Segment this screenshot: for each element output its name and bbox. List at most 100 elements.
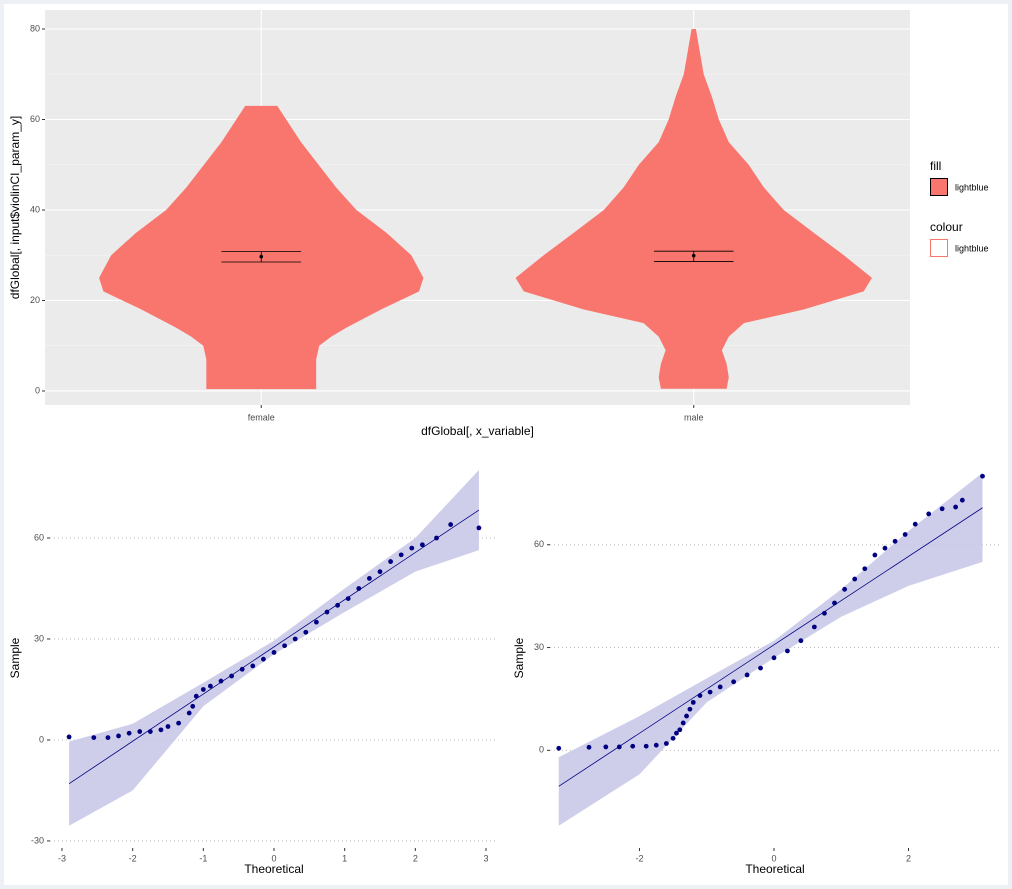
sample-point <box>282 643 287 649</box>
x-axis-title: Theoretical <box>745 862 804 876</box>
sample-point <box>771 655 777 661</box>
sample-point <box>345 596 351 601</box>
sample-point <box>176 720 182 726</box>
sample-point <box>313 619 319 625</box>
legend-label: lightblue <box>955 182 989 192</box>
y-tick-label: 60 <box>30 114 40 124</box>
x-tick-label: -3 <box>58 853 66 863</box>
sample-point <box>630 743 636 749</box>
legend-label: lightblue <box>955 243 989 253</box>
confidence-band <box>69 470 479 826</box>
sample-point <box>434 535 439 541</box>
x-tick-label: female <box>248 412 275 422</box>
sample-point <box>959 497 965 503</box>
x-tick-label: 2 <box>906 853 911 863</box>
sample-point <box>409 545 415 551</box>
sample-point <box>707 689 713 695</box>
confidence-band <box>558 472 983 826</box>
sample-point <box>798 638 804 644</box>
sample-point <box>731 679 737 685</box>
y-tick-label: -30 <box>31 835 44 845</box>
y-tick-label: 80 <box>30 23 40 33</box>
legend-key <box>930 239 948 257</box>
y-tick-label: 20 <box>30 295 40 305</box>
legend-key <box>930 178 948 196</box>
sample-point <box>356 586 362 591</box>
sample-point <box>158 727 164 733</box>
sample-point <box>116 733 121 739</box>
x-tick-label: -2 <box>129 853 137 863</box>
x-tick-label: male <box>684 412 704 422</box>
sample-point <box>448 522 454 527</box>
sample-point <box>165 724 171 729</box>
y-axis-title: Sample <box>512 637 526 678</box>
sample-point <box>882 545 888 551</box>
sample-point <box>186 710 192 716</box>
sample-point <box>303 629 309 635</box>
sample-point <box>680 720 686 726</box>
sample-point <box>193 693 199 699</box>
y-axis-title: dfGlobal[, input$violinCI_param_y] <box>8 116 22 299</box>
legend-title: fill <box>930 159 941 173</box>
sample-point <box>902 532 908 537</box>
y-tick-label: 0 <box>35 385 40 395</box>
sample-point <box>335 602 340 608</box>
y-tick-label: 60 <box>34 532 44 542</box>
x-tick-label: 3 <box>483 853 488 863</box>
sample-point <box>832 600 837 606</box>
reference-line <box>558 507 983 787</box>
x-tick-label: -1 <box>199 853 207 863</box>
sample-point <box>91 735 97 741</box>
sample-point <box>261 656 266 662</box>
sample-point <box>126 730 132 736</box>
sample-point <box>218 678 224 684</box>
sample-point <box>603 744 609 750</box>
sample-point <box>892 538 898 544</box>
sample-point <box>953 504 959 510</box>
sample-point <box>419 542 425 548</box>
mean-point <box>259 254 264 259</box>
y-axis-title: Sample <box>8 637 22 678</box>
sample-point <box>616 744 622 750</box>
sample-point <box>758 665 763 671</box>
reference-line <box>68 509 480 785</box>
sample-point <box>137 729 143 734</box>
sample-point <box>250 663 256 669</box>
sample-point <box>208 683 213 689</box>
violin <box>515 29 872 389</box>
sample-point <box>939 506 945 512</box>
x-tick-label: 0 <box>271 853 276 863</box>
sample-point <box>822 610 827 616</box>
sample-point <box>674 730 679 736</box>
sample-point <box>697 693 703 698</box>
sample-point <box>377 569 383 575</box>
y-tick-label: 30 <box>534 642 544 652</box>
mean-point <box>691 253 696 258</box>
violin <box>99 105 424 390</box>
sample-point <box>200 687 206 692</box>
sample-point <box>872 552 878 558</box>
sample-point <box>690 699 696 705</box>
x-axis-title: dfGlobal[, x_variable] <box>421 424 534 438</box>
x-tick-label: 2 <box>413 853 418 863</box>
sample-point <box>980 473 985 479</box>
sample-point <box>476 525 482 531</box>
sample-point <box>684 713 689 719</box>
sample-point <box>239 666 245 672</box>
sample-point <box>366 575 372 581</box>
sample-point <box>388 559 393 564</box>
sample-point <box>556 745 562 751</box>
sample-point <box>229 673 235 679</box>
x-tick-label: 1 <box>342 853 347 863</box>
x-axis-title: Theoretical <box>244 862 303 876</box>
sample-point <box>670 735 676 741</box>
sample-point <box>852 576 858 582</box>
sample-point <box>687 706 693 712</box>
sample-point <box>586 744 592 750</box>
sample-point <box>717 684 723 690</box>
x-tick-label: 0 <box>771 853 776 863</box>
sample-point <box>862 566 868 572</box>
sample-point <box>292 636 298 642</box>
